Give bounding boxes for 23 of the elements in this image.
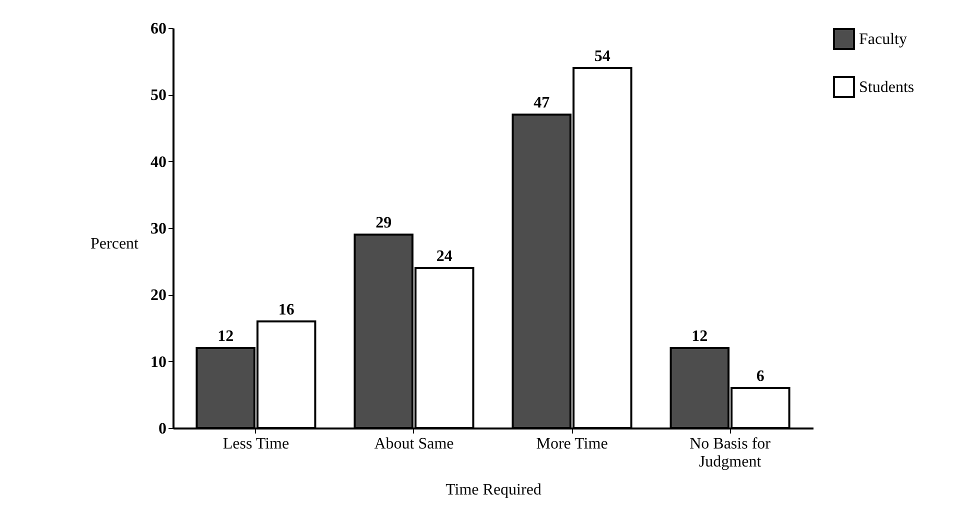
y-tick-label: 0 [158,420,166,438]
y-tick-label: 20 [150,287,166,304]
data-label: 29 [376,214,392,232]
x-tick-label: Less Time [222,436,290,452]
data-label: 54 [594,48,610,65]
y-tick-label: 60 [150,20,166,38]
x-tick-label: No Basis for Judgment [690,436,772,470]
y-tick-label: 10 [150,354,166,371]
y-tick-label: 30 [150,220,166,238]
y-tick-label: 50 [150,87,166,104]
legend-label: Faculty [859,31,907,48]
data-label: 24 [436,248,452,265]
data-label: 16 [278,301,294,318]
data-label: 12 [218,328,234,345]
y-tick-label: 40 [150,154,166,171]
x-tick-label: About Same [374,436,454,452]
x-tick-label: More Time [536,436,608,452]
legend-label: Students [859,79,914,96]
x-axis-title: Time Required [446,482,542,498]
data-label: 47 [534,94,550,112]
data-label: 6 [756,368,764,385]
data-label: 12 [692,328,708,345]
y-axis-title: Percent [90,236,140,252]
